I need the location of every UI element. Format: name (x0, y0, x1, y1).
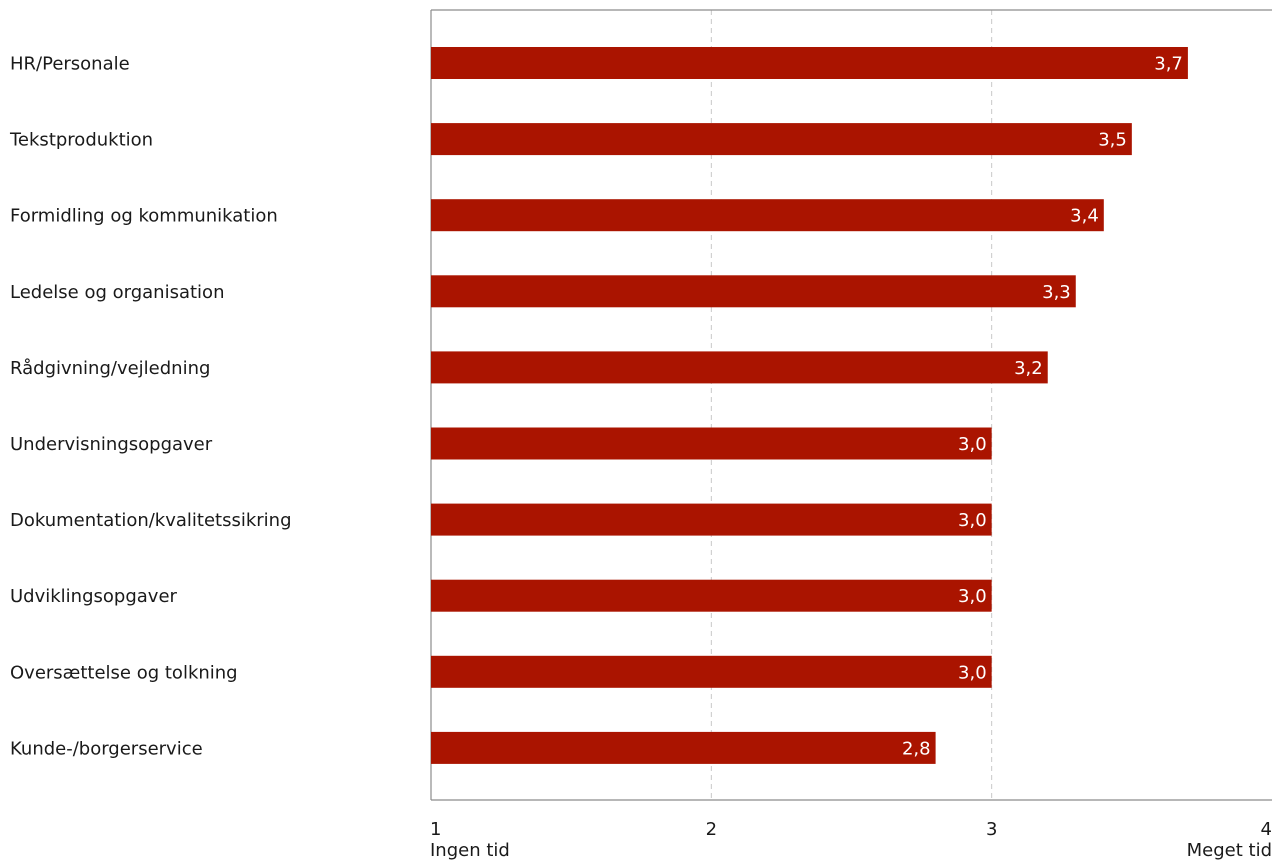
data-label-6: 3,0 (958, 434, 987, 455)
data-label-8: 3,0 (958, 586, 987, 607)
bar-3 (431, 199, 1104, 232)
bar-9 (431, 655, 992, 688)
x-tick-label-4: 4 (1261, 819, 1272, 840)
category-label-3: Formidling og kommunikation (10, 206, 278, 227)
data-label-2: 3,5 (1098, 130, 1127, 151)
x-tick-sublabel-1: Ingen tid (430, 840, 510, 861)
category-labels: HR/Personale Tekstproduktion Formidling og… (9, 54, 292, 760)
data-label-10: 2,8 (902, 738, 931, 759)
bar-10 (431, 731, 936, 764)
bar-1 (431, 47, 1188, 79)
data-label-1: 3,7 (1154, 54, 1183, 75)
bars: 3,7 3,5 3,4 3,3 3,2 3,0 3,0 3,0 3,0 2,8 (431, 47, 1188, 764)
x-tick-sublabel-4: Meget tid (1187, 840, 1272, 861)
x-tick-label-2: 2 (706, 819, 717, 840)
category-label-1: HR/Personale (10, 54, 130, 75)
bar-2 (431, 123, 1132, 156)
category-label-5: Rådgivning/vejledning (10, 358, 210, 379)
data-label-4: 3,3 (1042, 282, 1071, 303)
data-label-3: 3,4 (1070, 206, 1099, 227)
category-label-8: Udviklingsopgaver (10, 586, 178, 607)
category-label-6: Undervisningsopgaver (10, 434, 213, 455)
data-label-5: 3,2 (1014, 358, 1043, 379)
x-tick-label-3: 3 (986, 819, 997, 840)
bar-4 (431, 275, 1076, 308)
category-label-2: Tekstproduktion (9, 130, 153, 151)
category-label-4: Ledelse og organisation (10, 282, 224, 303)
x-tick-label-1: 1 (430, 819, 441, 840)
category-label-10: Kunde-/borgerservice (10, 738, 203, 759)
category-label-7: Dokumentation/kvalitetssikring (10, 510, 292, 531)
bar-5 (431, 351, 1048, 384)
category-label-9: Oversættelse og tolkning (10, 662, 238, 683)
bar-8 (431, 579, 992, 612)
bar-6 (431, 427, 992, 460)
bar-7 (431, 503, 992, 536)
data-label-7: 3,0 (958, 510, 987, 531)
data-label-9: 3,0 (958, 662, 987, 683)
